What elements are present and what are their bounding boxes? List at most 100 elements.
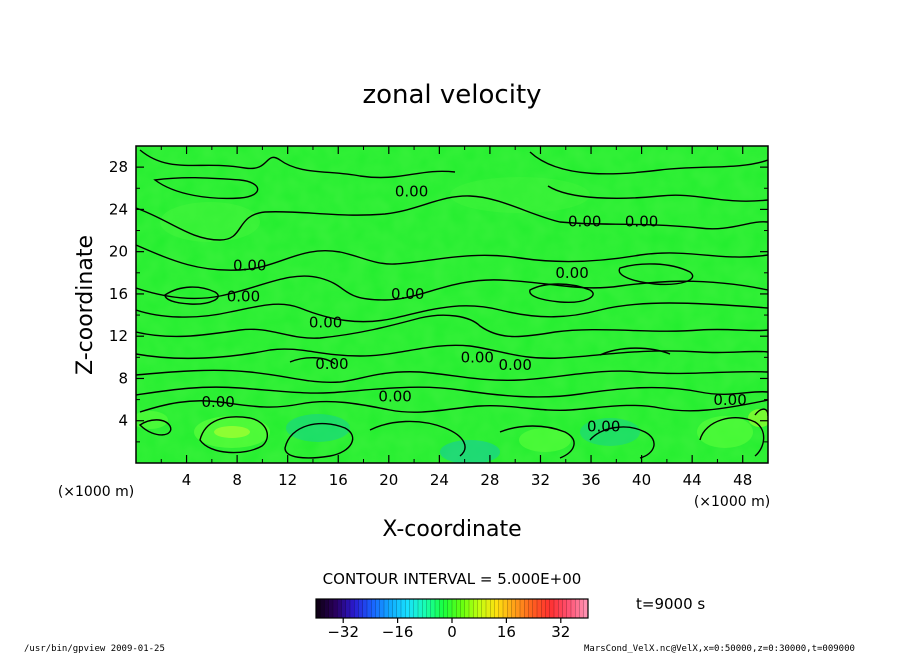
contour-label: 0.00 (391, 285, 424, 303)
colorbar-cell (405, 599, 410, 618)
field-patch (748, 409, 768, 427)
colorbar-cell (358, 599, 364, 618)
colorbar-cell (566, 599, 572, 618)
colorbar-cell (545, 599, 551, 618)
colorbar-cell (554, 599, 559, 618)
contour-line (138, 419, 172, 436)
colorbar-cell (511, 599, 517, 618)
y-axis-label: Z-coordinate (73, 235, 98, 375)
field-patch (160, 202, 260, 242)
colorbar-cell (350, 599, 355, 618)
contour-line (136, 275, 768, 301)
field-texture (136, 146, 768, 463)
field-patch (440, 440, 500, 463)
contour-line (136, 369, 768, 384)
contour-label: 0.00 (227, 287, 260, 305)
colorbar-cell (571, 599, 576, 618)
colorbar-cell (324, 599, 330, 618)
colorbar-cell (384, 599, 389, 618)
contour-line (547, 185, 768, 202)
y-tick-label: 8 (118, 369, 128, 387)
contour-interval: CONTOUR INTERVAL = 5.000E+00 (323, 570, 582, 588)
footer-left: /usr/bin/gpview 2009-01-25 (24, 644, 165, 654)
x-tick-label: 36 (581, 471, 600, 489)
footer-right: MarsCond_VelX.nc@VelX,x=0:50000,z=0:3000… (584, 644, 855, 654)
colorbar-cell (418, 599, 423, 618)
y-tick-label: 24 (109, 200, 128, 218)
contour-line (136, 244, 768, 271)
y-tick-label: 20 (109, 243, 128, 261)
contour-label: 0.00 (309, 314, 342, 332)
colorbar-cell (316, 599, 321, 618)
colorbar-cell (498, 599, 504, 618)
contour-label: 0.00 (587, 417, 620, 435)
colorbar-tick-label: −16 (382, 623, 414, 641)
contour-line (699, 417, 765, 457)
colorbar-cell (528, 599, 534, 618)
field-patch (580, 418, 640, 446)
colorbar-cell (413, 599, 419, 618)
x-tick-label: 48 (733, 471, 752, 489)
plot-area: 0.00 0.00 0.00 0.00 0.00 0.00 0.00 0.00 0.00 0.00… (136, 146, 768, 463)
contour-line (136, 195, 768, 241)
y-axis-ticks: 4 8 12 16 20 24 28 (109, 158, 768, 443)
colorbar-cell (583, 599, 589, 618)
contour-labels: 0.00 0.00 0.00 0.00 0.00 0.00 0.00 0.00 0.00 0.00… (201, 183, 746, 436)
colorbar-cell (371, 599, 376, 618)
colorbar-cell (396, 599, 402, 618)
colorbar-cell (320, 599, 325, 618)
colorbar-cell (333, 599, 338, 618)
contour-line (369, 420, 466, 457)
contour-line (136, 302, 768, 323)
contour-line (199, 416, 269, 454)
x-tick-label: 40 (632, 471, 651, 489)
contour-label: 0.00 (625, 212, 658, 230)
x-tick-label: 24 (430, 471, 449, 489)
x-tick-label: 20 (379, 471, 398, 489)
y-tick-label: 16 (109, 285, 128, 303)
colorbar-tick-label: 0 (447, 623, 457, 641)
colorbar-cell (341, 599, 347, 618)
time-label: t=9000 s (636, 595, 705, 613)
colorbar-cell (532, 599, 538, 618)
contour-label: 0.00 (201, 393, 234, 411)
x-tick-label: 44 (683, 471, 702, 489)
contour-label: 0.00 (233, 257, 266, 275)
colorbar-cell (409, 599, 415, 618)
field-patch (214, 426, 250, 438)
contour-label: 0.00 (498, 356, 531, 374)
colorbar-cell (481, 599, 487, 618)
colorbar-cell (379, 599, 385, 618)
contour-line (136, 314, 768, 339)
x-tick-label: 4 (182, 471, 192, 489)
chart-title: zonal velocity (362, 80, 541, 110)
contour-line (136, 344, 768, 360)
colorbar-cell (401, 599, 406, 618)
x-axis-ticks: 4 8 12 16 20 24 28 32 36 40 44 48 (160, 146, 752, 489)
colorbar-cell (486, 599, 491, 618)
contour-line (589, 426, 655, 459)
colorbar-cell (375, 599, 381, 618)
y-tick-label: 28 (109, 158, 128, 176)
colorbar-cell (435, 599, 440, 618)
colorbar-cell (426, 599, 432, 618)
colorbar-cell (469, 599, 474, 618)
contour-line (529, 283, 594, 304)
contour-label: 0.00 (713, 391, 746, 409)
contour-line (153, 176, 259, 200)
colorbar-cell (537, 599, 542, 618)
x-tick-label: 12 (278, 471, 297, 489)
field-patch (450, 177, 590, 213)
field-patch (286, 414, 350, 442)
x-tick-label: 16 (329, 471, 348, 489)
colorbar-cell (507, 599, 512, 618)
colorbar-cell (460, 599, 466, 618)
contour-label: 0.00 (315, 355, 348, 373)
colorbar (316, 599, 589, 618)
colorbar-cell (328, 599, 334, 618)
y-tick-label: 4 (118, 412, 128, 430)
x-tick-label: 28 (480, 471, 499, 489)
colorbar-cell (422, 599, 427, 618)
contour-line (499, 425, 575, 459)
